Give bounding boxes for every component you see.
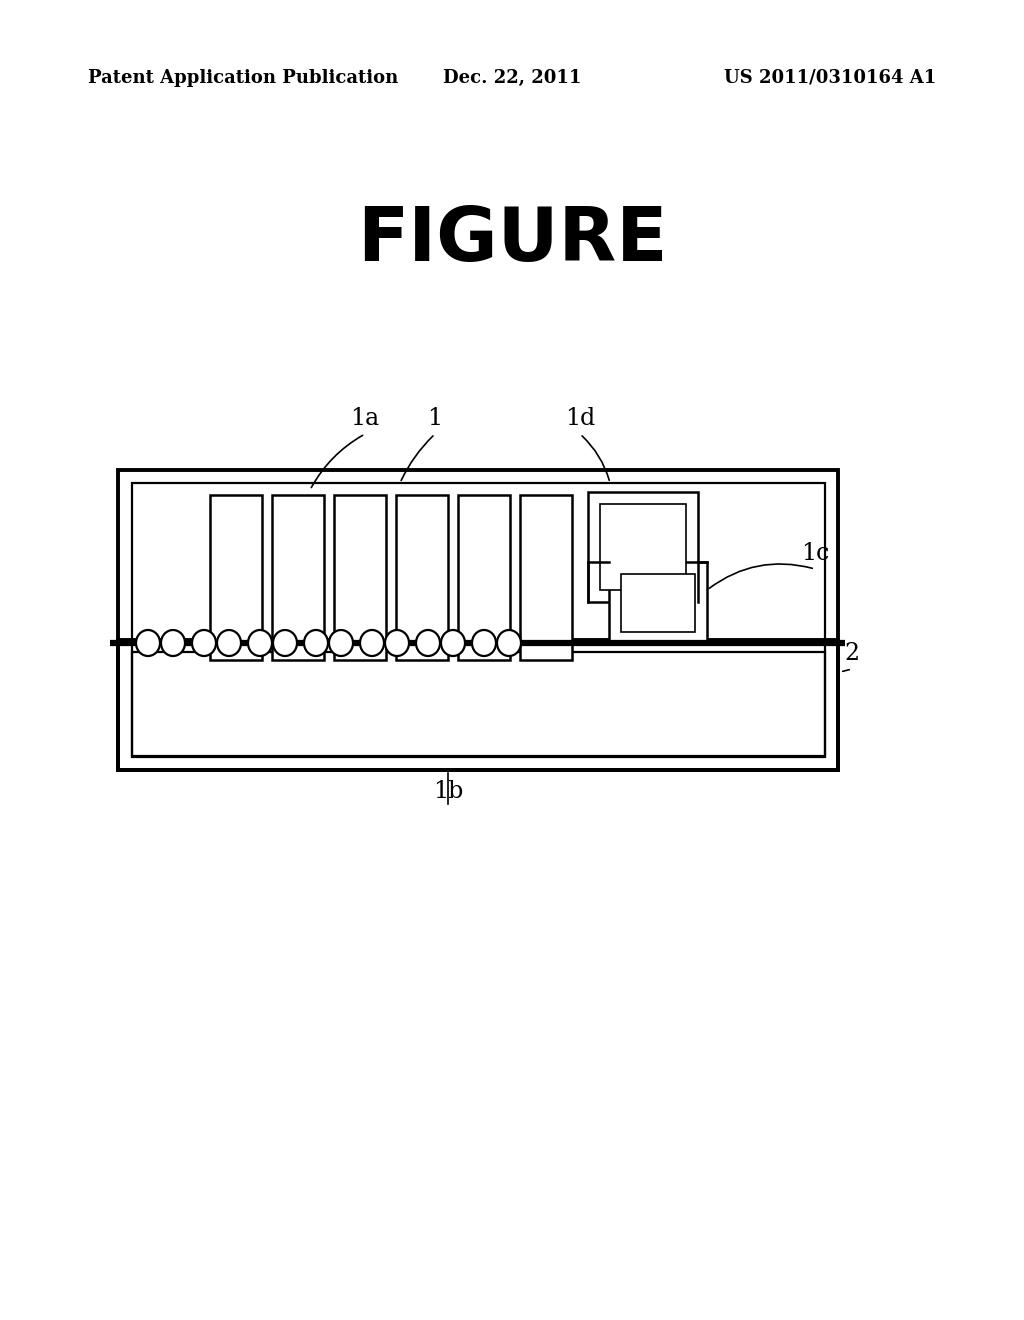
Text: 1: 1 (427, 407, 442, 430)
Text: Patent Application Publication: Patent Application Publication (88, 69, 398, 87)
Bar (621, 574, 695, 632)
Ellipse shape (273, 630, 297, 656)
Ellipse shape (360, 630, 384, 656)
Ellipse shape (385, 630, 409, 656)
Ellipse shape (136, 630, 160, 656)
Bar (334, 495, 386, 660)
Bar (588, 492, 698, 602)
Text: Dec. 22, 2011: Dec. 22, 2011 (442, 69, 582, 87)
Text: FIGURE: FIGURE (356, 203, 668, 276)
Bar (210, 495, 262, 660)
Ellipse shape (329, 630, 353, 656)
Text: 1b: 1b (433, 780, 463, 803)
Bar (272, 495, 324, 660)
Bar (118, 640, 838, 770)
Ellipse shape (472, 630, 496, 656)
Ellipse shape (497, 630, 521, 656)
Ellipse shape (217, 630, 241, 656)
Ellipse shape (441, 630, 465, 656)
Text: 2: 2 (845, 642, 859, 665)
Ellipse shape (161, 630, 185, 656)
Text: 1a: 1a (350, 407, 380, 430)
Bar (396, 495, 449, 660)
Ellipse shape (248, 630, 272, 656)
Ellipse shape (416, 630, 440, 656)
Bar (132, 652, 825, 756)
Ellipse shape (193, 630, 216, 656)
Text: 1d: 1d (565, 407, 595, 430)
Text: 1c: 1c (801, 543, 829, 565)
Bar (132, 483, 825, 756)
Ellipse shape (304, 630, 328, 656)
Bar (600, 504, 686, 590)
Text: US 2011/0310164 A1: US 2011/0310164 A1 (724, 69, 936, 87)
Bar (609, 562, 707, 644)
Bar (118, 470, 838, 770)
Bar (520, 495, 572, 660)
Bar (458, 495, 510, 660)
